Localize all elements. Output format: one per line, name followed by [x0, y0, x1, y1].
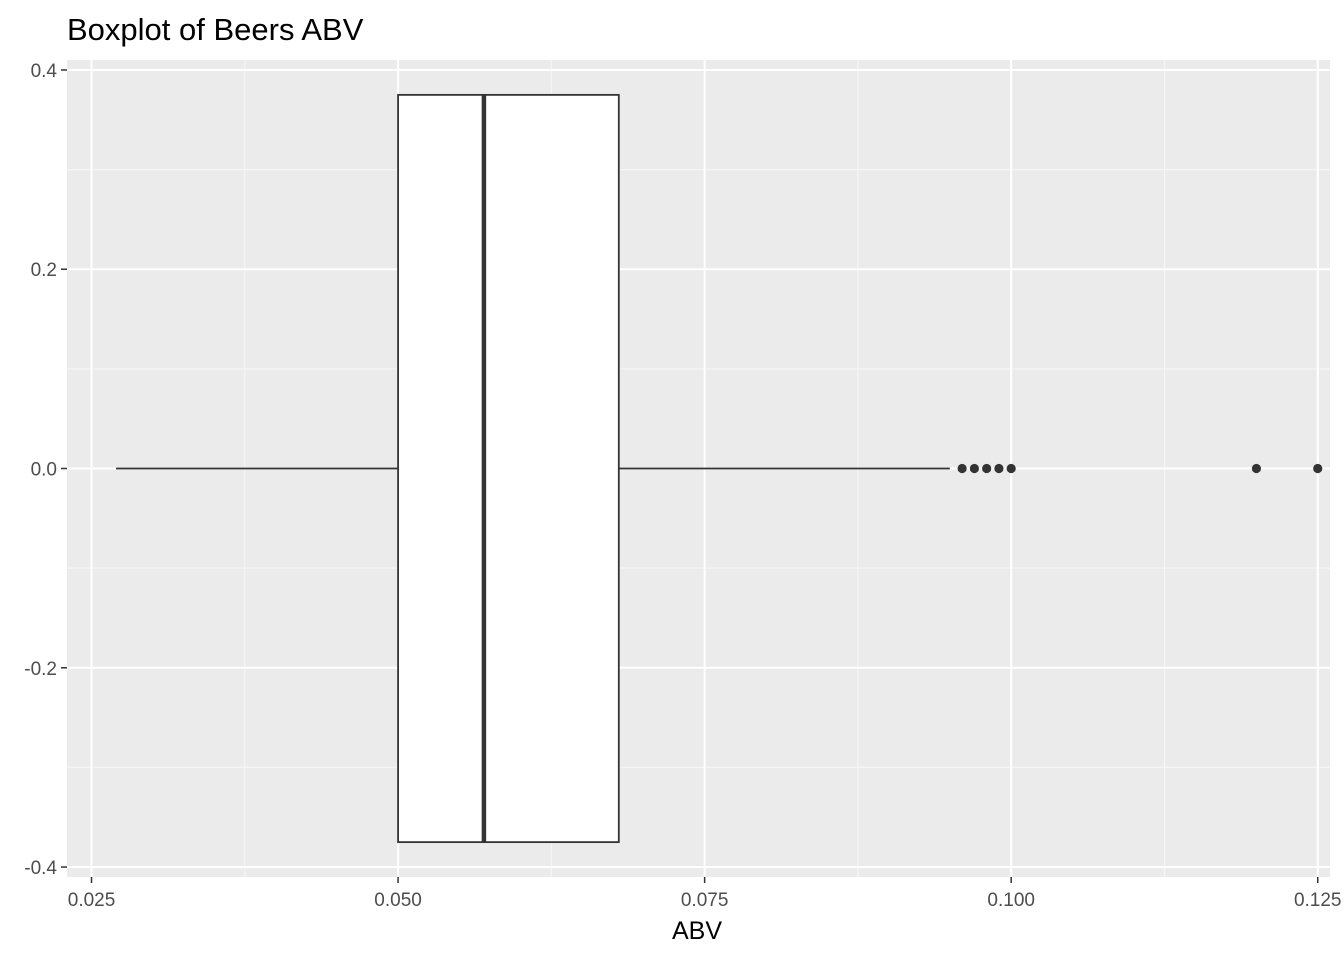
x-axis-title: ABV: [672, 917, 722, 945]
y-tick-label: 0.0: [31, 460, 57, 481]
x-tick-label: 0.075: [681, 890, 729, 911]
outlier-point: [969, 463, 979, 474]
y-axis: 0.4 0.2 0.0 -0.2 -0.4: [24, 61, 67, 879]
interquartile-box: [397, 93, 620, 844]
outlier-point: [1313, 463, 1323, 474]
x-axis: 0.025 0.050 0.075 0.100 0.125: [68, 877, 1342, 911]
boxplot-group: [116, 93, 950, 844]
outlier-points: [957, 463, 1323, 474]
outlier-point: [994, 463, 1004, 474]
y-tick-label: -0.2: [24, 659, 57, 680]
y-tick-label: 0.2: [31, 260, 57, 281]
outlier-point: [1251, 463, 1262, 474]
y-tick-label: 0.4: [31, 61, 58, 82]
outlier-point: [957, 463, 967, 474]
outlier-point: [982, 463, 992, 474]
x-tick-label: 0.100: [987, 890, 1035, 911]
x-tick-label: 0.025: [68, 890, 116, 911]
x-tick-label: 0.050: [374, 890, 422, 911]
y-tick-label: -0.4: [24, 858, 57, 879]
outlier-point: [1006, 463, 1016, 474]
chart-title: Boxplot of Beers ABV: [67, 12, 364, 47]
x-tick-label: 0.125: [1294, 890, 1342, 911]
